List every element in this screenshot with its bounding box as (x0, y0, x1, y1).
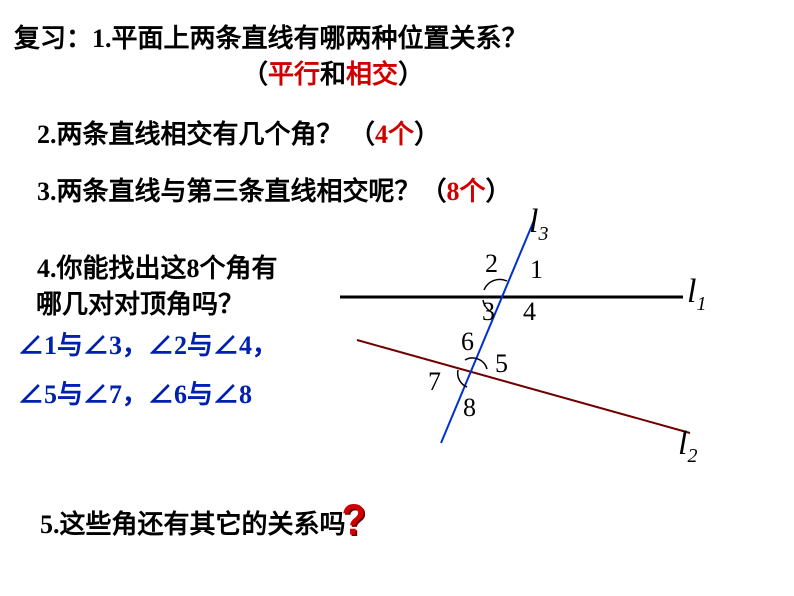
review-line-4a: 4.你能找出这8个角有 (37, 248, 278, 285)
q2-text: 两条直线相交有几个角 (57, 120, 317, 149)
paren-open: （ (242, 60, 268, 89)
angle-label-3: 3 (482, 297, 495, 327)
q4-text-d: 哪几对对顶角吗？ (36, 290, 244, 319)
review-line-1: 复习：1.平面上两条直线有哪两种位置关系？ (14, 18, 528, 55)
q4-text-a: 你能找出这 (57, 254, 187, 283)
q5-text: 这些角还有其它的关系吗 (60, 510, 346, 539)
angle-label-4: 4 (523, 297, 536, 327)
review-line-1-answer: （平行和相交） (242, 54, 424, 91)
q4-text-c: 个角有 (200, 254, 278, 283)
q2-qmark: ？ (317, 120, 343, 149)
angle-label-7: 7 (428, 367, 441, 397)
q5-prefix: 5. (40, 510, 60, 539)
angle-label-8: 8 (463, 393, 476, 423)
q2-paren-open: （ (349, 120, 375, 149)
answer-parallel: 平行 (268, 60, 320, 89)
pairs-1: ∠1与∠3，∠2与∠4， (18, 331, 278, 360)
review-line-4b: 哪几对对顶角吗？ (36, 284, 244, 321)
q2-paren-close: ） (414, 120, 440, 149)
angle-label-2: 2 (485, 249, 498, 279)
diagram-svg (335, 215, 765, 475)
paren-close: ） (398, 60, 424, 89)
pairs-2: ∠5与∠7，∠6与∠8 (18, 380, 252, 409)
line-label-l2: l2 (678, 425, 697, 468)
answer-intersect: 相交 (346, 60, 398, 89)
answer-4-line-2: ∠5与∠7，∠6与∠8 (18, 374, 252, 411)
q3-suffix: ） (486, 177, 512, 206)
q4-prefix: 4. (37, 254, 57, 283)
review-line-3: 3.两条直线与第三条直线相交呢？（8个） (37, 171, 512, 208)
question-mark-icon: ? (342, 496, 366, 546)
q3-answer: 8个 (447, 177, 486, 206)
l1-sub: 1 (696, 293, 706, 315)
angle-label-5: 5 (495, 349, 508, 379)
arc-angle-2 (484, 279, 507, 290)
review-line-2: 2.两条直线相交有几个角？ （4个） (37, 114, 440, 151)
q1-text: 平面上两条直线有哪两种位置关系 (112, 24, 502, 53)
l2-sub: 2 (687, 445, 697, 467)
q4-text-b: 8 (187, 254, 200, 283)
q3-prefix: 3. (37, 177, 57, 206)
geometry-diagram: 2 1 3 4 6 5 7 8 l1 l2 l3 (335, 215, 765, 475)
q1-qmark: ？ (502, 24, 528, 53)
line-l2 (357, 340, 690, 433)
q2-prefix: 2. (37, 120, 57, 149)
line-label-l1: l1 (687, 273, 706, 316)
angle-label-6: 6 (461, 327, 474, 357)
conj-and: 和 (320, 60, 346, 89)
angle-label-1: 1 (530, 255, 543, 285)
review-line-5: 5.这些角还有其它的关系吗? (40, 498, 366, 543)
q2-answer: 4个 (375, 120, 414, 149)
q1-prefix: 复习：1. (14, 24, 112, 53)
line-label-l3: l3 (529, 203, 548, 246)
answer-4-line-1: ∠1与∠3，∠2与∠4， (18, 325, 278, 362)
l3-sub: 3 (538, 223, 548, 245)
q3-text: 两条直线与第三条直线相交呢？（ (57, 177, 447, 206)
